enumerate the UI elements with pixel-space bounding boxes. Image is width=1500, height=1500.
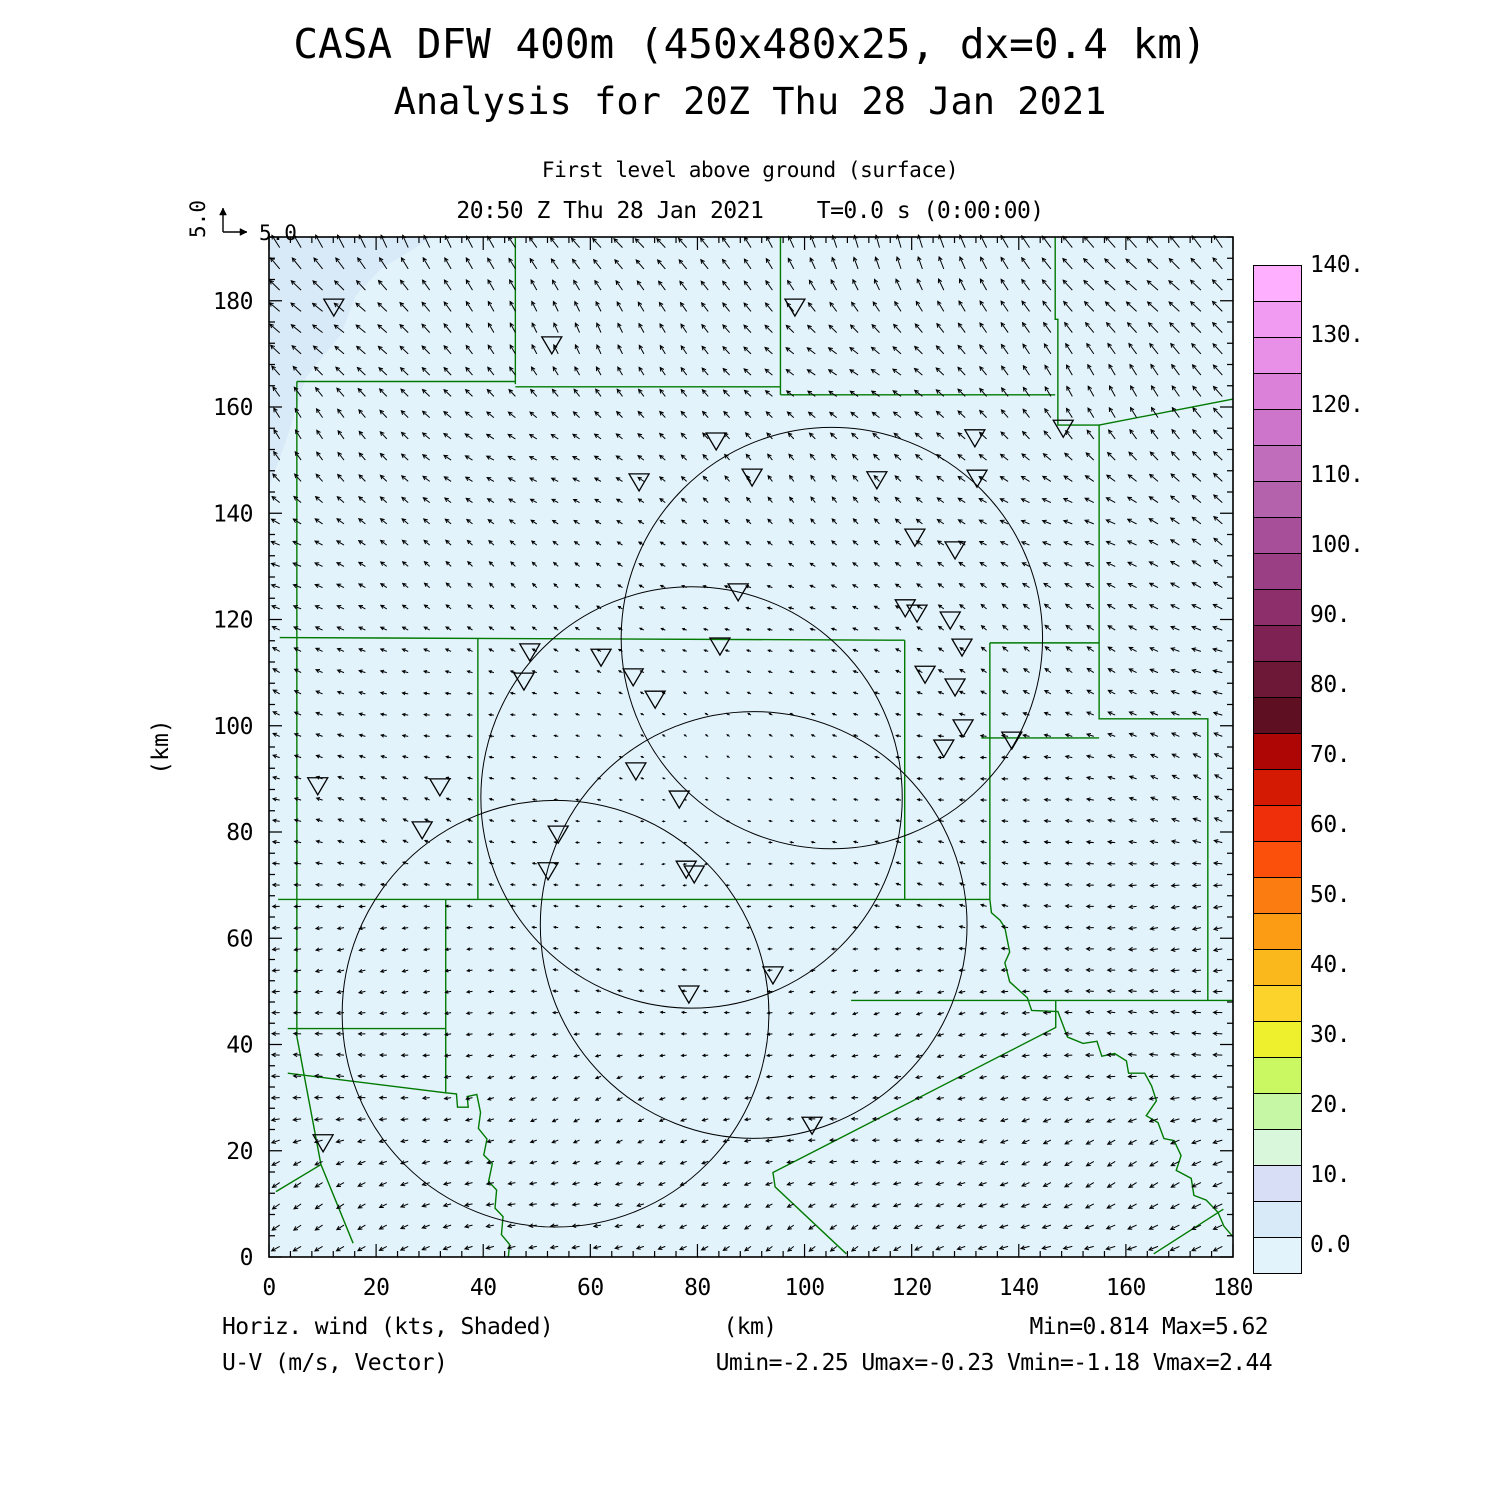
x-tick-label: 0 bbox=[262, 1275, 275, 1301]
y-tick-label: 100 bbox=[213, 714, 253, 740]
colorbar-tick-label: 120. bbox=[1310, 392, 1364, 418]
colorbar-cell bbox=[1254, 517, 1301, 553]
colorbar-cell bbox=[1254, 409, 1301, 445]
colorbar-cell bbox=[1254, 1165, 1301, 1201]
colorbar-tick-label: 140. bbox=[1310, 252, 1364, 278]
level-label: First level above ground (surface) bbox=[541, 158, 959, 182]
vector-stats: Umin=-2.25 Umax=-0.23 Vmin=-1.18 Vmax=2.… bbox=[715, 1350, 1273, 1376]
colorbar-cell bbox=[1254, 337, 1301, 373]
radar-markers bbox=[306, 298, 1075, 1154]
y-tick-label: 180 bbox=[213, 289, 253, 315]
colorbar-cell bbox=[1254, 733, 1301, 769]
page-subtitle: Analysis for 20Z Thu 28 Jan 2021 bbox=[393, 80, 1107, 123]
colorbar-cell bbox=[1254, 661, 1301, 697]
ref-vector-value-vertical: 5.0 bbox=[186, 200, 210, 238]
y-tick-label: 0 bbox=[240, 1245, 253, 1271]
axis-ticks bbox=[268, 236, 1234, 1258]
colorbar-tick-label: 0.0 bbox=[1310, 1232, 1351, 1258]
colorbar-cell bbox=[1254, 769, 1301, 805]
county-boundaries bbox=[275, 237, 1234, 1258]
colorbar-tick-label: 100. bbox=[1310, 532, 1364, 558]
x-tick-label: 60 bbox=[577, 1275, 604, 1301]
colorbar-cell bbox=[1254, 913, 1301, 949]
colorbar-cell bbox=[1254, 1237, 1301, 1273]
shaded-field bbox=[269, 237, 1233, 1257]
colorbar-cell bbox=[1254, 1093, 1301, 1129]
shaded-stats: Min=0.814 Max=5.62 bbox=[1029, 1314, 1269, 1340]
y-tick-label: 160 bbox=[213, 395, 253, 421]
x-axis-tick-labels: 0 20 40 60 80 100 120 140 160 180 bbox=[262, 1275, 1253, 1301]
colorbar-cell bbox=[1254, 481, 1301, 517]
colorbar-tick-label: 40. bbox=[1310, 952, 1351, 978]
colorbar-tick-label: 60. bbox=[1310, 812, 1351, 838]
time-label: 20:50 Z Thu 28 Jan 2021 T=0.0 s (0:00:00… bbox=[456, 198, 1044, 224]
colorbar-cell bbox=[1254, 985, 1301, 1021]
ref-vector-value-horizontal: 5.0 bbox=[259, 221, 297, 245]
colorbar-cell bbox=[1254, 589, 1301, 625]
shaded-field-label: Horiz. wind (kts, Shaded) bbox=[222, 1314, 554, 1340]
x-tick-label: 160 bbox=[1106, 1275, 1146, 1301]
x-tick-label: 120 bbox=[892, 1275, 932, 1301]
x-tick-label: 140 bbox=[999, 1275, 1039, 1301]
y-tick-label: 140 bbox=[213, 501, 253, 527]
x-tick-label: 20 bbox=[363, 1275, 390, 1301]
colorbar-cell bbox=[1254, 697, 1301, 733]
colorbar bbox=[1253, 265, 1302, 1274]
colorbar-tick-label: 30. bbox=[1310, 1022, 1351, 1048]
colorbar-cell bbox=[1254, 841, 1301, 877]
colorbar-tick-label: 110. bbox=[1310, 462, 1364, 488]
colorbar-cell bbox=[1254, 301, 1301, 337]
colorbar-cell bbox=[1254, 445, 1301, 481]
colorbar-tick-label: 70. bbox=[1310, 742, 1351, 768]
colorbar-cell bbox=[1254, 625, 1301, 661]
y-tick-label: 40 bbox=[226, 1033, 253, 1059]
colorbar-tick-label: 90. bbox=[1310, 602, 1351, 628]
colorbar-tick-label: 10. bbox=[1310, 1162, 1351, 1188]
y-tick-label: 60 bbox=[226, 926, 253, 952]
y-axis-unit-label: (km) bbox=[148, 719, 174, 774]
y-tick-label: 120 bbox=[213, 608, 253, 634]
y-tick-label: 20 bbox=[226, 1139, 253, 1165]
colorbar-tick-label: 80. bbox=[1310, 672, 1351, 698]
colorbar-cell bbox=[1254, 1057, 1301, 1093]
colorbar-cell bbox=[1254, 1021, 1301, 1057]
x-axis-unit-label: (km) bbox=[723, 1314, 778, 1340]
colorbar-cell bbox=[1254, 266, 1301, 301]
colorbar-cell bbox=[1254, 1201, 1301, 1237]
colorbar-cell bbox=[1254, 877, 1301, 913]
colorbar-cell bbox=[1254, 805, 1301, 841]
x-tick-label: 100 bbox=[785, 1275, 825, 1301]
colorbar-tick-label: 20. bbox=[1310, 1092, 1351, 1118]
wind-vectors bbox=[268, 234, 1223, 1252]
colorbar-tick-label: 50. bbox=[1310, 882, 1351, 908]
reference-vector-legend: 5.0 5.0 bbox=[186, 200, 297, 245]
colorbar-tick-label: 130. bbox=[1310, 322, 1364, 348]
colorbar-cell bbox=[1254, 1129, 1301, 1165]
x-tick-label: 40 bbox=[470, 1275, 497, 1301]
vector-field-label: U-V (m/s, Vector) bbox=[222, 1350, 448, 1376]
colorbar-cell bbox=[1254, 553, 1301, 589]
page-title: CASA DFW 400m (450x480x25, dx=0.4 km) bbox=[293, 20, 1207, 68]
x-tick-label: 80 bbox=[684, 1275, 711, 1301]
colorbar-cell bbox=[1254, 373, 1301, 409]
colorbar-cell bbox=[1254, 949, 1301, 985]
x-tick-label: 180 bbox=[1213, 1275, 1253, 1301]
y-axis-tick-labels: 0 20 40 60 80 100 120 140 160 180 bbox=[213, 289, 254, 1271]
y-tick-label: 80 bbox=[226, 820, 253, 846]
